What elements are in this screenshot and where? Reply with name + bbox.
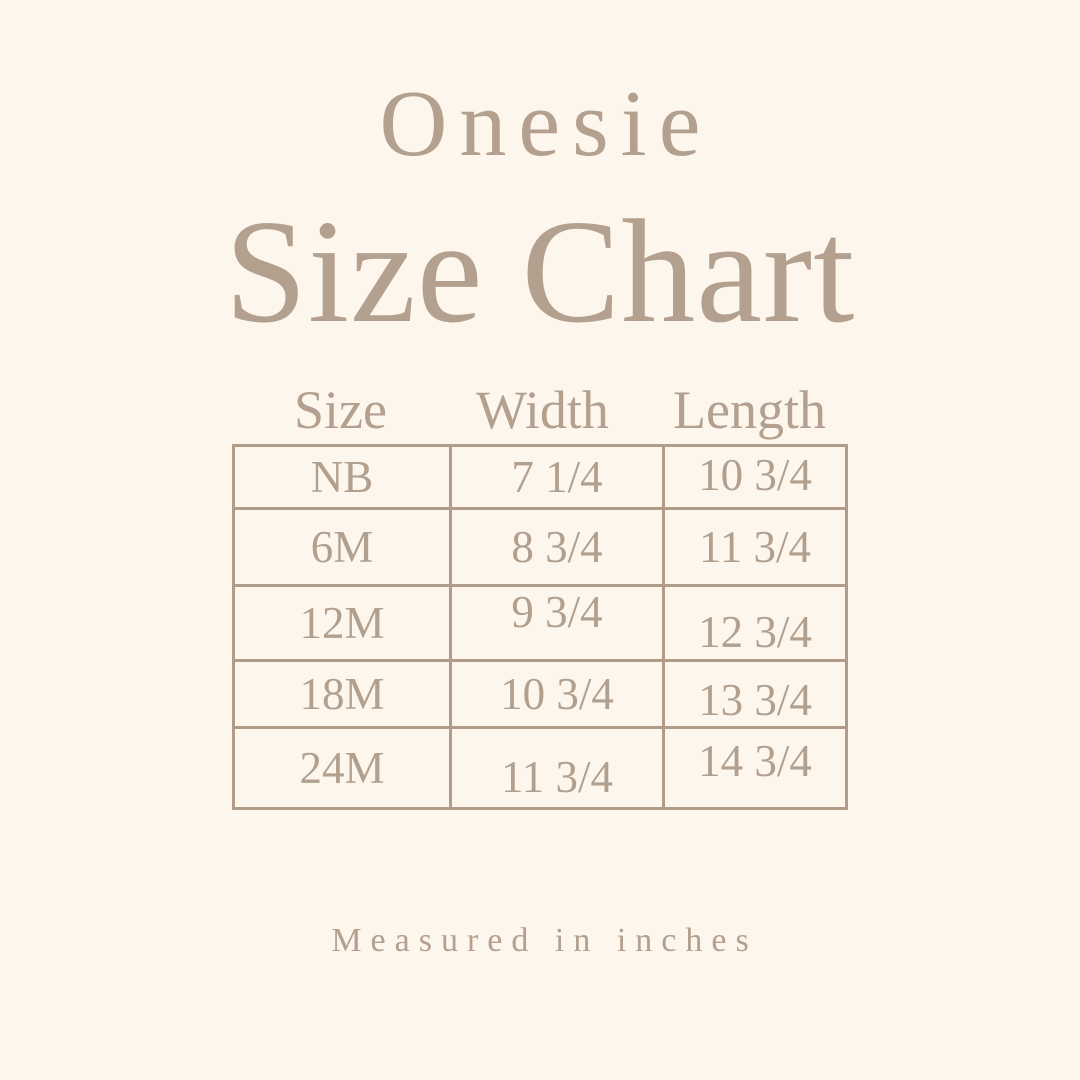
width-cell: 9 3/4 bbox=[449, 584, 665, 662]
length-cell: 10 3/4 bbox=[662, 444, 848, 510]
table-row: 12M 9 3/4 12 3/4 bbox=[232, 584, 848, 662]
table-row: 18M 10 3/4 13 3/4 bbox=[232, 659, 848, 729]
size-cell: NB bbox=[232, 444, 452, 510]
size-cell: 12M bbox=[232, 584, 452, 662]
width-cell: 8 3/4 bbox=[449, 507, 665, 587]
page-title: Size Chart bbox=[224, 190, 856, 354]
width-cell: 11 3/4 bbox=[449, 726, 665, 810]
measurement-note: Measured in inches bbox=[331, 922, 758, 959]
column-header-width: Width bbox=[476, 380, 609, 440]
size-cell: 18M bbox=[232, 659, 452, 729]
size-cell: 6M bbox=[232, 507, 452, 587]
table-column-headers: Size Width Length bbox=[232, 383, 845, 437]
size-table: NB 7 1/4 10 3/4 6M 8 3/4 11 3/4 12M 9 3/… bbox=[232, 444, 848, 810]
column-header-length: Length bbox=[673, 380, 826, 440]
length-cell: 14 3/4 bbox=[662, 726, 848, 810]
length-cell: 12 3/4 bbox=[662, 584, 848, 662]
table-row: 24M 11 3/4 14 3/4 bbox=[232, 726, 848, 810]
product-title: Onesie bbox=[379, 72, 713, 176]
table-row: NB 7 1/4 10 3/4 bbox=[232, 444, 848, 510]
length-cell: 13 3/4 bbox=[662, 659, 848, 729]
size-cell: 24M bbox=[232, 726, 452, 810]
column-header-size: Size bbox=[294, 380, 387, 440]
length-cell: 11 3/4 bbox=[662, 507, 848, 587]
width-cell: 7 1/4 bbox=[449, 444, 665, 510]
table-row: 6M 8 3/4 11 3/4 bbox=[232, 507, 848, 587]
width-cell: 10 3/4 bbox=[449, 659, 665, 729]
